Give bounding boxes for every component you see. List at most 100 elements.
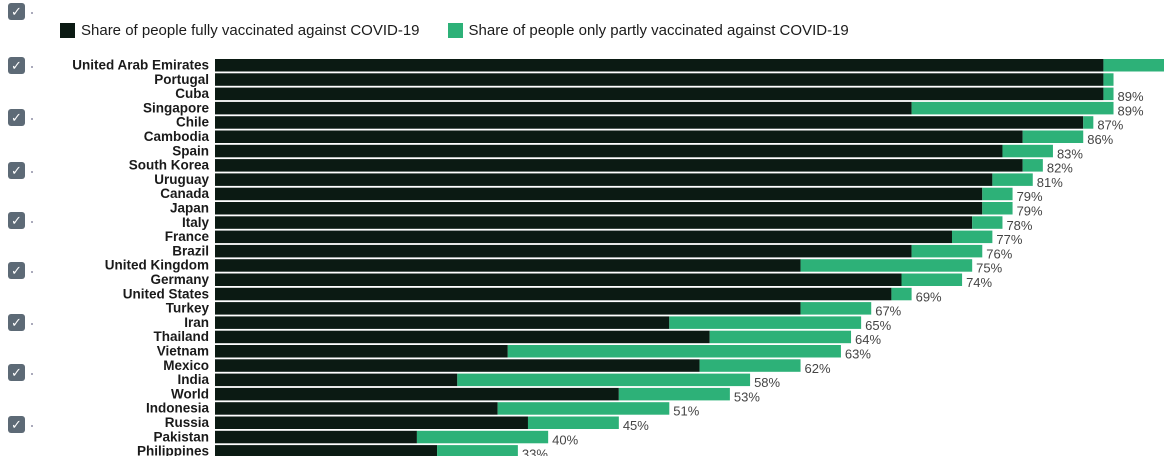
total-label: 77% — [996, 232, 1022, 247]
bar-partly-vaccinated[interactable] — [911, 101, 1114, 115]
checkbox-5[interactable]: ✓ — [8, 212, 25, 229]
category-label: United Kingdom — [105, 258, 209, 273]
checkbox-1[interactable]: ✓ — [8, 3, 25, 20]
category-label: Uruguay — [154, 172, 209, 187]
bar-partly-vaccinated[interactable] — [901, 273, 963, 287]
bar-fully-vaccinated[interactable] — [215, 173, 993, 186]
checkbox-7[interactable]: ✓ — [8, 314, 25, 331]
bar-partly-vaccinated[interactable] — [1103, 87, 1114, 101]
bar-partly-vaccinated[interactable] — [1083, 116, 1094, 129]
bar-partly-vaccinated[interactable] — [982, 202, 1013, 215]
bar-fully-vaccinated[interactable] — [215, 144, 1003, 158]
bar-fully-vaccinated[interactable] — [215, 73, 1104, 86]
checkbox-marker — [31, 12, 33, 14]
bar-partly-vaccinated[interactable] — [709, 330, 852, 344]
checkbox-9[interactable]: ✓ — [8, 416, 25, 433]
total-label: 86% — [1087, 132, 1113, 147]
category-label: Philippines — [137, 444, 209, 456]
legend-swatch-partial — [447, 23, 463, 38]
bar-partly-vaccinated[interactable] — [800, 302, 872, 315]
bar-fully-vaccinated[interactable] — [215, 187, 983, 201]
bar-partly-vaccinated[interactable] — [800, 259, 973, 272]
checkbox-2[interactable]: ✓ — [8, 57, 25, 74]
bar-partly-vaccinated[interactable] — [497, 402, 670, 415]
bar-fully-vaccinated[interactable] — [215, 316, 670, 329]
bar-fully-vaccinated[interactable] — [215, 244, 912, 258]
category-label: Chile — [176, 115, 209, 130]
bar-fully-vaccinated[interactable] — [215, 430, 417, 444]
bar-fully-vaccinated[interactable] — [215, 259, 801, 272]
bar-partly-vaccinated[interactable] — [911, 244, 983, 258]
bar-fully-vaccinated[interactable] — [215, 359, 700, 372]
bar-partly-vaccinated[interactable] — [669, 316, 862, 329]
bar-partly-vaccinated[interactable] — [457, 373, 751, 387]
checkbox-8[interactable]: ✓ — [8, 364, 25, 381]
bar-partly-vaccinated[interactable] — [699, 359, 801, 372]
category-label: India — [177, 372, 209, 387]
bar-fully-vaccinated[interactable] — [215, 59, 1104, 72]
legend-item-full[interactable]: Share of people fully vaccinated against… — [60, 22, 420, 39]
bar-partly-vaccinated[interactable] — [1103, 73, 1114, 86]
bar-fully-vaccinated[interactable] — [215, 159, 1023, 172]
bar-partly-vaccinated[interactable] — [437, 445, 518, 456]
bar-fully-vaccinated[interactable] — [215, 216, 973, 229]
total-label: 87% — [1097, 118, 1123, 133]
total-label: 40% — [552, 432, 578, 447]
total-label: 53% — [734, 389, 760, 404]
bar-partly-vaccinated[interactable] — [891, 287, 912, 301]
bar-fully-vaccinated[interactable] — [215, 387, 619, 401]
bar-fully-vaccinated[interactable] — [215, 302, 801, 315]
category-label: Vietnam — [157, 344, 209, 359]
legend: Share of people fully vaccinated against… — [60, 22, 849, 39]
checkbox-marker — [31, 66, 33, 68]
bar-partly-vaccinated[interactable] — [951, 230, 993, 244]
bar-fully-vaccinated[interactable] — [215, 87, 1104, 101]
category-label: Thailand — [153, 329, 209, 344]
bar-partly-vaccinated[interactable] — [416, 430, 549, 444]
bar-partly-vaccinated[interactable] — [1103, 59, 1164, 72]
legend-item-partial[interactable]: Share of people only partly vaccinated a… — [447, 22, 849, 39]
category-label: France — [165, 229, 210, 244]
bar-fully-vaccinated[interactable] — [215, 416, 528, 430]
total-label: 51% — [673, 404, 699, 419]
total-label: 64% — [855, 332, 881, 347]
bar-partly-vaccinated[interactable] — [972, 216, 1003, 229]
bar-partly-vaccinated[interactable] — [1022, 159, 1043, 172]
bar-fully-vaccinated[interactable] — [215, 445, 438, 456]
total-label: 79% — [1017, 189, 1043, 204]
total-label: 69% — [916, 289, 942, 304]
bar-partly-vaccinated[interactable] — [527, 416, 619, 430]
bar-fully-vaccinated[interactable] — [215, 345, 508, 358]
checkbox-3[interactable]: ✓ — [8, 109, 25, 126]
bar-partly-vaccinated[interactable] — [982, 187, 1013, 201]
legend-swatch-full — [60, 23, 75, 38]
category-label: Mexico — [163, 358, 209, 373]
total-label: 89% — [1118, 103, 1144, 118]
bar-fully-vaccinated[interactable] — [215, 202, 983, 215]
bar-partly-vaccinated[interactable] — [1022, 130, 1084, 144]
bar-partly-vaccinated[interactable] — [992, 173, 1033, 186]
bar-fully-vaccinated[interactable] — [215, 101, 912, 115]
bar-partly-vaccinated[interactable] — [1002, 144, 1053, 158]
bar-partly-vaccinated[interactable] — [507, 345, 841, 358]
bar-fully-vaccinated[interactable] — [215, 230, 952, 244]
total-label: 75% — [976, 261, 1002, 276]
bar-fully-vaccinated[interactable] — [215, 130, 1023, 144]
bar-fully-vaccinated[interactable] — [215, 273, 902, 287]
category-label: Pakistan — [153, 429, 209, 444]
bar-partly-vaccinated[interactable] — [618, 387, 730, 401]
bar-fully-vaccinated[interactable] — [215, 402, 498, 415]
category-label: Russia — [165, 415, 210, 430]
checkbox-6[interactable]: ✓ — [8, 262, 25, 279]
bar-fully-vaccinated[interactable] — [215, 287, 892, 301]
category-label: United Arab Emirates — [72, 58, 209, 73]
bar-fully-vaccinated[interactable] — [215, 373, 458, 387]
checkbox-4[interactable]: ✓ — [8, 162, 25, 179]
total-label: 83% — [1057, 146, 1083, 161]
category-label: South Korea — [129, 158, 210, 173]
bar-fully-vaccinated[interactable] — [215, 116, 1084, 129]
total-label: 74% — [966, 275, 992, 290]
category-label: Canada — [160, 186, 209, 201]
bar-fully-vaccinated[interactable] — [215, 330, 710, 344]
